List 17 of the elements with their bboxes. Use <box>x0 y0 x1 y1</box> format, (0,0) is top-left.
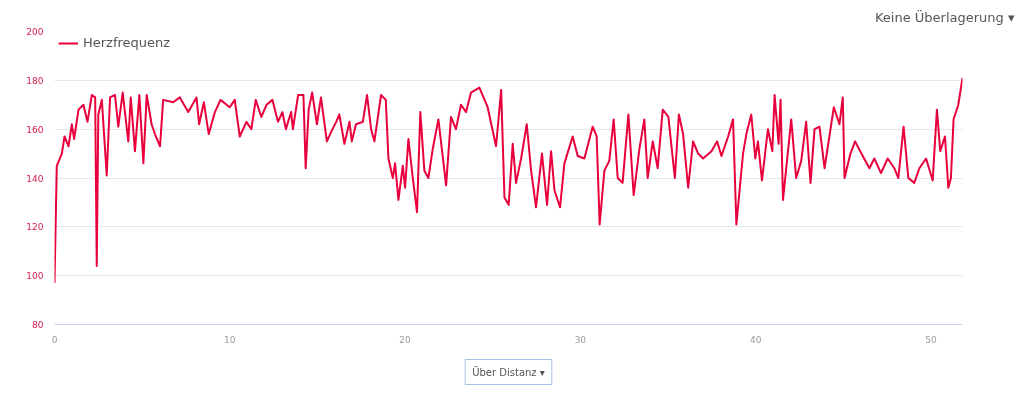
x-tick-label: 10 <box>224 334 236 345</box>
text: Über Distanz ▾ <box>472 365 545 378</box>
line-series <box>54 76 963 284</box>
y-tick-label: 160 <box>26 124 44 135</box>
y-tick-label: 140 <box>26 173 44 184</box>
legend-label: Herzfrequenz <box>83 35 171 50</box>
x-tick-label: 40 <box>749 334 762 345</box>
y-tick-label: 100 <box>26 271 44 282</box>
x-tick-label: 20 <box>399 334 412 345</box>
y-tick-label: 180 <box>26 75 44 86</box>
y-tick-label: 80 <box>32 320 44 330</box>
text: Keine Überlagerung ▾ <box>874 8 1015 25</box>
x-tick-label: 50 <box>925 334 937 345</box>
x-tick-label: 0 <box>51 334 58 345</box>
y-tick-label: 120 <box>26 222 44 233</box>
x-tick-label: 30 <box>574 334 587 345</box>
y-tick-label: 200 <box>26 27 44 37</box>
